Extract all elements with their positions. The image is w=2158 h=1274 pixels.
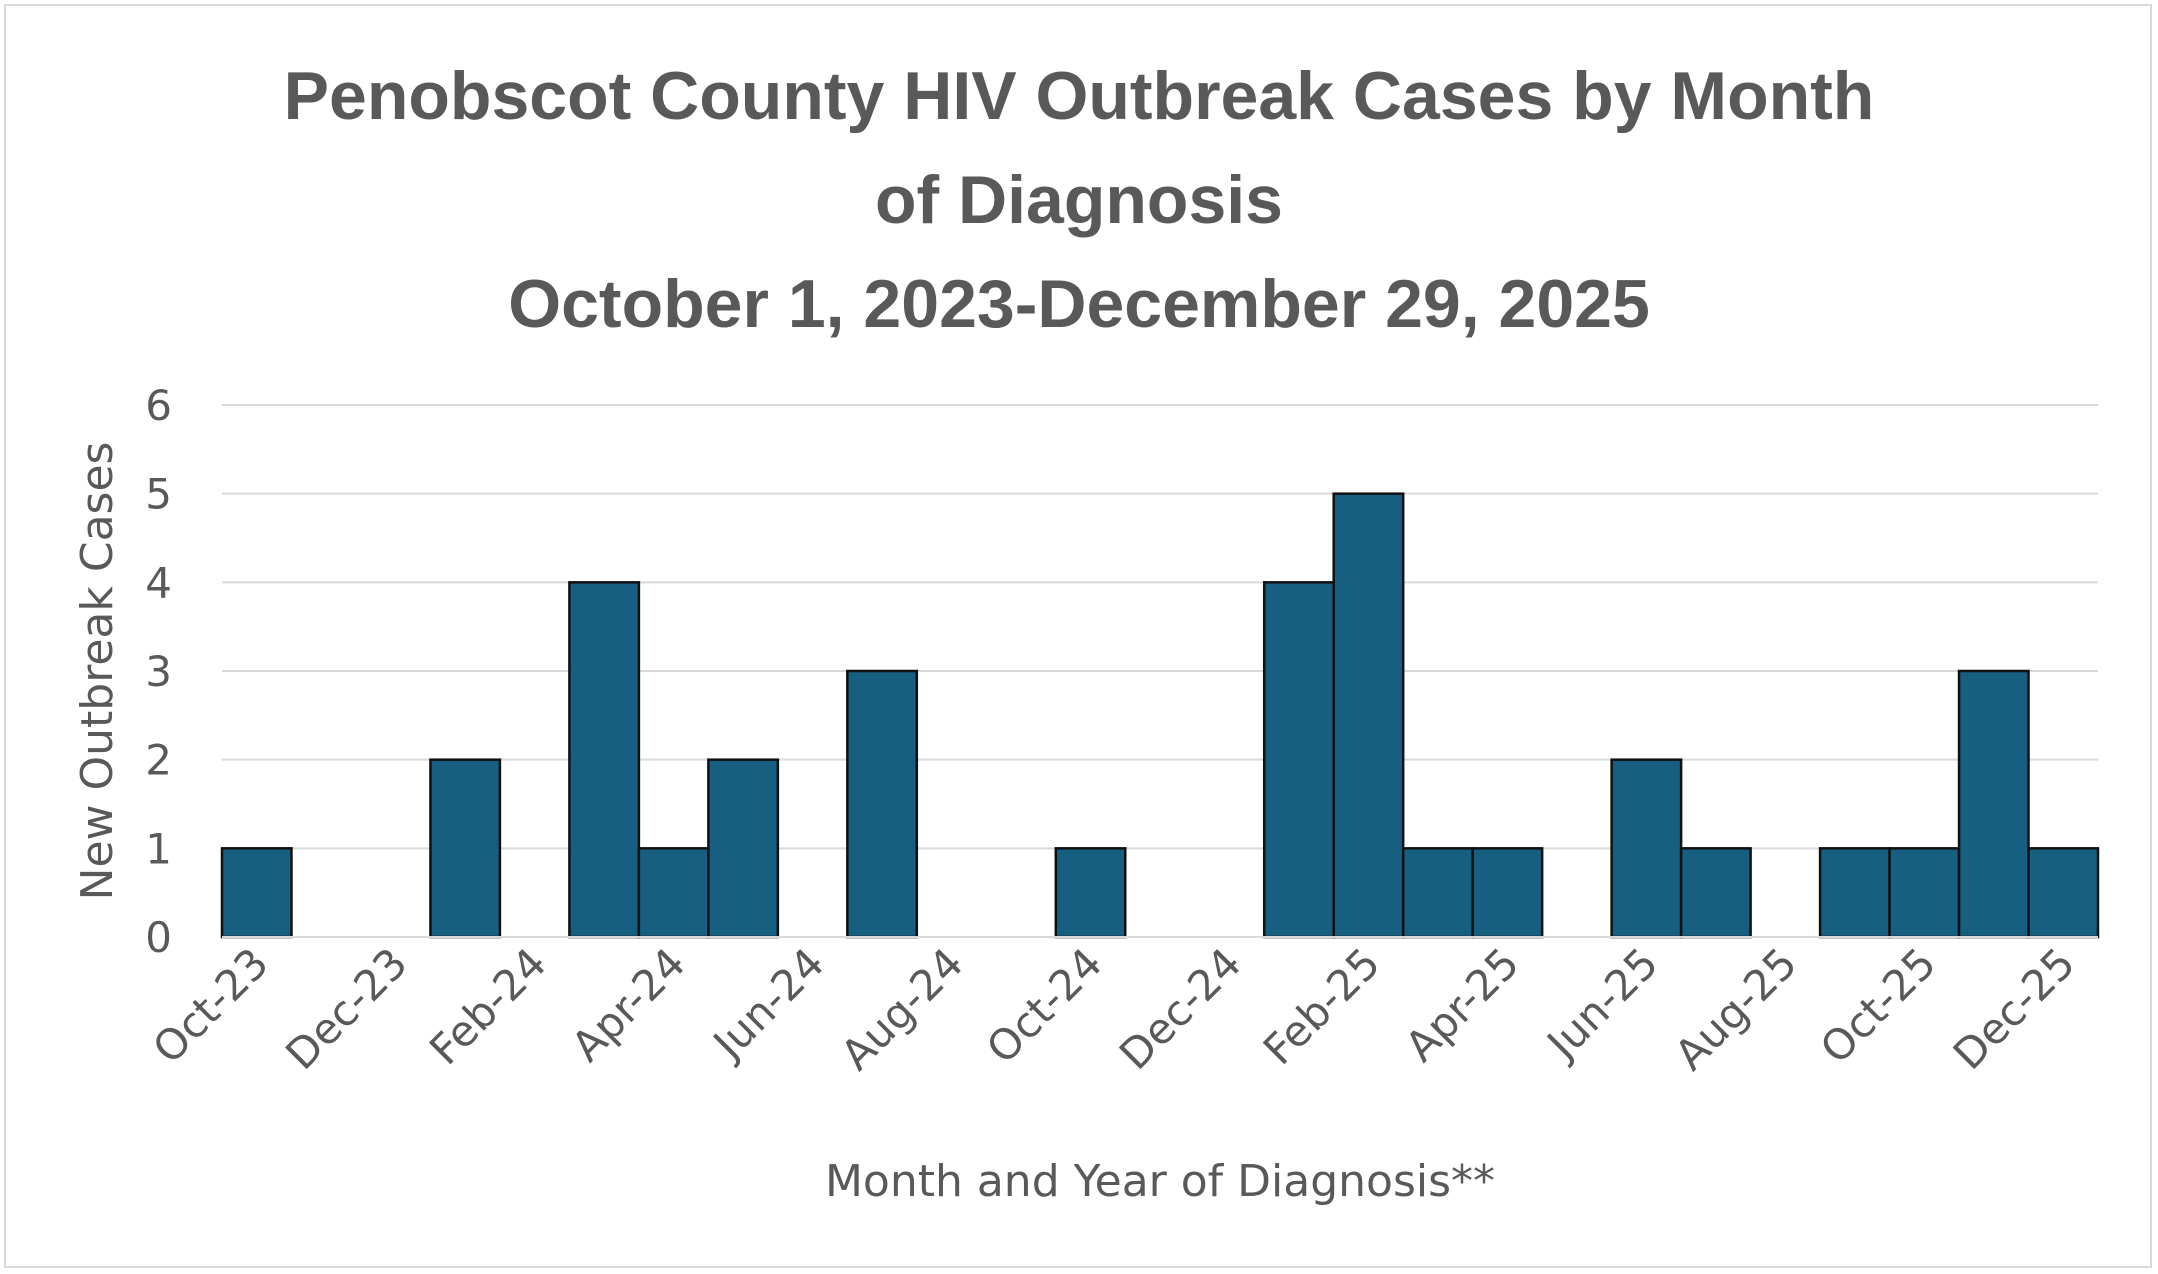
x-tick-label: Feb-25	[1254, 938, 1390, 1074]
y-tick-label: 5	[145, 470, 172, 519]
bar-Dec-25	[2027, 847, 2100, 939]
bar-Jun-25	[1610, 758, 1683, 939]
y-tick-label: 0	[145, 913, 172, 962]
y-tick-label: 6	[145, 381, 172, 430]
x-tick-label: Dec-23	[276, 938, 417, 1079]
bar-Mar-24	[568, 581, 641, 939]
bar-Feb-25	[1332, 492, 1405, 939]
bar-Apr-24	[637, 847, 710, 939]
x-tick-label: Aug-25	[1665, 938, 1806, 1079]
x-tick-label: Apr-25	[1396, 938, 1529, 1071]
y-axis-title: New Outbreak Cases	[72, 442, 123, 901]
y-tick-label: 2	[145, 736, 172, 785]
bar-Jul-24	[846, 669, 919, 939]
x-tick-label: Feb-24	[420, 938, 556, 1074]
x-axis-title: Month and Year of Diagnosis**	[825, 1156, 1495, 1207]
y-tick-label: 3	[145, 647, 172, 696]
x-tick-label: Oct-24	[977, 938, 1112, 1073]
bar-Apr-25	[1471, 847, 1544, 939]
x-tick-label: Dec-25	[1944, 938, 2085, 1079]
x-tick-label: Oct-25	[1811, 938, 1946, 1073]
x-tick-label: Aug-24	[831, 938, 972, 1079]
bar-Jan-24	[429, 758, 502, 939]
x-tick-label: Dec-24	[1110, 938, 1251, 1079]
bar-Sep-25	[1818, 847, 1891, 939]
bar-Oct-25	[1888, 847, 1961, 939]
x-tick-label: Jun-25	[1536, 938, 1668, 1070]
chart-frame	[4, 4, 2152, 1268]
bar-Mar-25	[1401, 847, 1474, 939]
x-tick-label: Jun-24	[702, 938, 834, 1070]
bar-Jul-25	[1679, 847, 1752, 939]
x-tick-label: Apr-24	[562, 938, 695, 1071]
chart-title-line-1: Penobscot County HIV Outbreak Cases by M…	[283, 58, 1875, 134]
y-tick-label: 4	[145, 558, 172, 607]
bar-Oct-24	[1054, 847, 1127, 939]
chart-title-line-3: October 1, 2023-December 29, 2025	[508, 266, 1650, 342]
bar-Nov-25	[1957, 669, 2030, 939]
bar-May-24	[707, 758, 780, 939]
chart-title-line-2: of Diagnosis	[874, 162, 1284, 238]
bar-Jan-25	[1262, 581, 1335, 939]
bar-Oct-23	[220, 847, 293, 939]
y-tick-label: 1	[145, 824, 172, 873]
chart-title: Penobscot County HIV Outbreak Cases by M…	[0, 44, 2158, 356]
